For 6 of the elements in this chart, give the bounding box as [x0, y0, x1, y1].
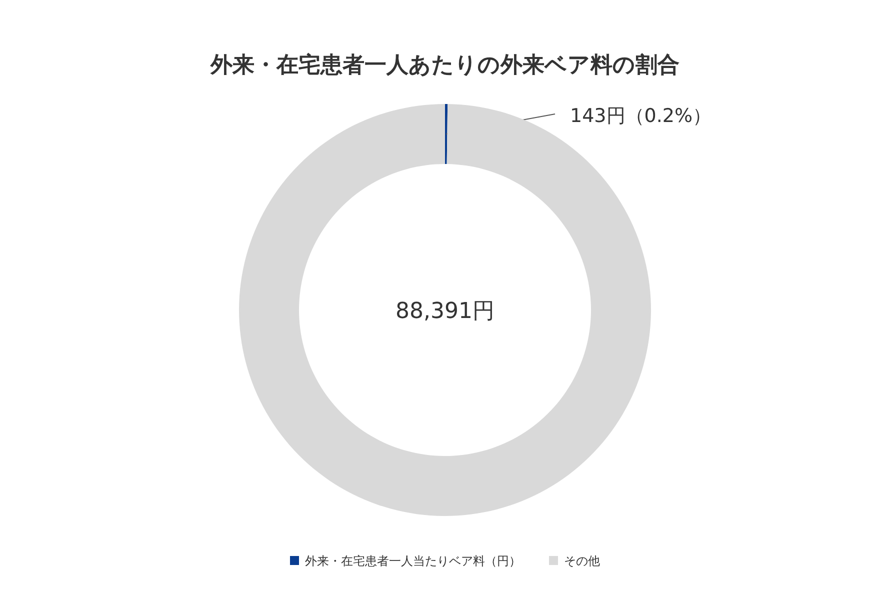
text: 88,391円 — [396, 299, 494, 324]
legend-label: その他 — [564, 554, 600, 568]
chart-title: 外来・在宅患者一人あたりの外来ベア料の割合 — [210, 52, 680, 78]
data-label: 143円（0.2%） — [570, 105, 712, 127]
legend-label: 外来・在宅患者一人当たりベア料（円） — [305, 554, 521, 568]
donut-slice — [445, 104, 448, 164]
